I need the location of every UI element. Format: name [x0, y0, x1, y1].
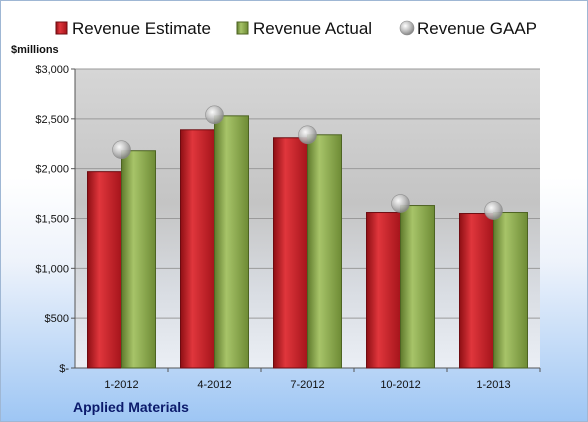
bar-revenue-estimate [459, 213, 494, 369]
y-tick-label: $2,500 [35, 114, 69, 126]
bar-revenue-estimate [87, 171, 122, 369]
legend-label: Revenue Actual [253, 19, 372, 38]
y-tick-label: $2,000 [35, 164, 69, 176]
y-axis-unit-label: $millions [11, 44, 59, 56]
marker-revenue-gaap [205, 105, 224, 125]
marker-revenue-gaap [298, 125, 317, 145]
legend-swatch-revenue-estimate [55, 21, 68, 35]
bar-revenue-estimate [180, 129, 215, 369]
bar-revenue-actual [121, 150, 156, 369]
x-tick-label: 4-2012 [197, 379, 231, 391]
bar-revenue-estimate [366, 212, 401, 369]
y-tick-label: $500 [45, 313, 69, 325]
legend-swatch-revenue-gaap [399, 20, 415, 36]
bar-revenue-estimate [273, 137, 308, 369]
bar-revenue-actual [400, 205, 435, 369]
y-tick-label: $1,500 [35, 214, 69, 226]
company-name: Applied Materials [73, 399, 189, 415]
legend-label: Revenue GAAP [417, 19, 537, 38]
legend-swatch-revenue-actual [236, 21, 249, 35]
x-tick-label: 7-2012 [290, 379, 324, 391]
marker-revenue-gaap [112, 140, 131, 160]
bar-revenue-actual [214, 115, 249, 369]
x-tick-label: 10-2012 [380, 379, 420, 391]
bar-revenue-actual [493, 212, 528, 369]
marker-revenue-gaap [391, 194, 410, 213]
x-tick-label: 1-2013 [476, 379, 510, 391]
bar-revenue-actual [307, 134, 342, 369]
y-tick-label: $1,000 [35, 263, 69, 275]
y-tick-label: $3,000 [35, 64, 69, 76]
marker-revenue-gaap [484, 201, 503, 220]
x-tick-label: 1-2012 [104, 379, 138, 391]
legend-label: Revenue Estimate [72, 19, 211, 38]
y-tick-label: $- [59, 363, 69, 375]
